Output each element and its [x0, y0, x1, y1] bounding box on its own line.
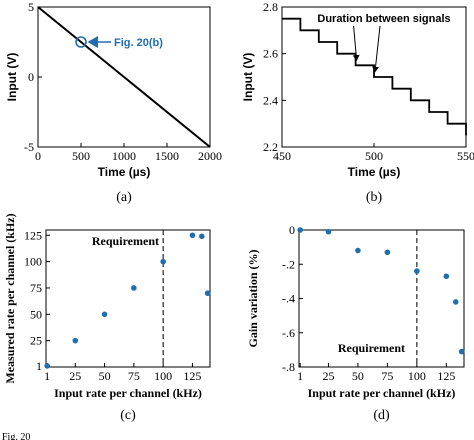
y-tick-label: 2.8	[263, 0, 278, 14]
x-tick-label: 125	[437, 369, 455, 383]
y-tick-label: 2.6	[263, 47, 278, 61]
data-point	[384, 249, 391, 256]
figure-caption: Fig. 20	[2, 432, 30, 440]
x-tick-label: 50	[99, 369, 111, 383]
x-tick-label: 1	[44, 369, 50, 383]
data-point	[452, 299, 459, 305]
panel-caption: (d)	[373, 408, 390, 423]
y-tick-label: -.2	[282, 257, 295, 271]
x-tick-label: 0	[35, 149, 41, 163]
data-point	[443, 273, 450, 280]
data-point	[189, 232, 196, 239]
x-axis-label: Time (µs)	[98, 165, 151, 179]
data-point	[458, 348, 465, 355]
x-tick-label: 450	[273, 149, 291, 163]
y-tick-label: 125	[24, 228, 42, 242]
requirement-label: Requirement	[338, 341, 405, 355]
x-tick-label: 1500	[155, 149, 179, 163]
x-tick-label: 125	[183, 369, 201, 383]
y-axis-label: Input (V)	[5, 53, 19, 102]
y-tick-label: 0	[28, 70, 34, 84]
x-tick-label: 25	[69, 369, 81, 383]
y-tick-label: -5	[24, 140, 34, 154]
x-tick-label: 500	[72, 149, 90, 163]
y-tick-label: -.8	[282, 360, 295, 374]
x-tick-label: 25	[322, 369, 334, 383]
data-point	[204, 290, 211, 297]
y-tick-label: 5	[28, 0, 34, 14]
y-tick-label: 2.4	[263, 93, 278, 107]
x-tick-label: 75	[128, 369, 140, 383]
data-point	[297, 227, 303, 233]
x-axis-label: Input rate per channel (kHz)	[308, 386, 456, 400]
annotation-arrow	[352, 25, 360, 61]
data-point	[414, 268, 420, 274]
data-point	[355, 247, 361, 254]
panel-caption: (a)	[116, 190, 132, 205]
y-tick-label: 50	[30, 307, 42, 321]
data-point	[160, 258, 166, 265]
series-line	[37, 6, 211, 148]
y-tick-label: 75	[30, 281, 42, 295]
requirement-label: Requirement	[92, 234, 159, 248]
panel-b: 450 500 550 2.2 2.4 2.6 2.8 Time (µs) Input (V) (…	[241, 0, 474, 205]
x-tick-label: 2000	[198, 149, 222, 163]
y-tick-label: -.6	[282, 326, 295, 340]
y-axis-label: Input (V)	[241, 53, 255, 102]
annotation-arrow	[372, 25, 381, 73]
x-tick-label: 500	[365, 149, 383, 163]
data-point	[199, 233, 205, 240]
data-point	[72, 337, 79, 344]
step-series	[282, 17, 467, 136]
panel-caption: (b)	[366, 190, 383, 205]
y-axis-label: Gain variation (%)	[246, 249, 260, 347]
x-tick-label: 100	[408, 369, 426, 383]
data-point	[325, 228, 332, 235]
x-tick-label: 100	[154, 369, 172, 383]
y-tick-label: 100	[24, 255, 42, 269]
data-point	[44, 363, 50, 369]
x-axis-label: Time (µs)	[348, 165, 401, 179]
x-tick-label: 50	[352, 369, 364, 383]
x-tick-label: 550	[457, 149, 474, 163]
y-tick-label: 25	[30, 334, 42, 348]
y-tick-label: -.4	[282, 292, 295, 306]
highlight-marker	[75, 36, 87, 48]
annotation-label: Fig. 20(b)	[114, 37, 163, 49]
data-point	[131, 285, 137, 291]
plot-frame	[45, 229, 211, 368]
data-point	[101, 311, 108, 318]
x-axis-label: Input rate per channel (kHz)	[54, 386, 202, 400]
y-tick-label: 0	[289, 223, 295, 237]
x-tick-label: 75	[381, 369, 393, 383]
annotation-label: Duration between signals	[317, 13, 450, 25]
x-tick-label: 1	[297, 369, 303, 383]
y-axis-label: Measured rate per channel (kHz)	[3, 213, 17, 383]
y-tick-label: 2.2	[263, 140, 278, 154]
panel-caption: (c)	[120, 408, 136, 423]
y-tick-label: 1	[36, 359, 42, 373]
x-tick-label: 1000	[112, 149, 136, 163]
